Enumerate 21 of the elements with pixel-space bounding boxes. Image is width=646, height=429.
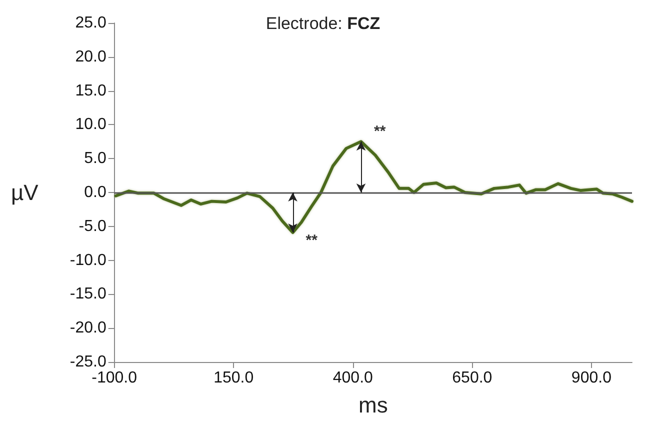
y-tick-label: 15.0 [75, 82, 106, 100]
annotation: ** [374, 123, 386, 140]
y-tick-label: -25.0 [70, 354, 106, 370]
chart-title: Electrode: FCZ [266, 14, 380, 33]
x-tick-label: -100.0 [92, 370, 138, 386]
y-tick-label: -15.0 [70, 286, 106, 303]
x-tick-label: 150.0 [214, 370, 254, 386]
x-axis-title: ms [358, 392, 388, 418]
x-tick-label: 650.0 [452, 370, 492, 386]
y-tick-label: -20.0 [70, 320, 106, 337]
y-tick-label: 20.0 [75, 48, 106, 66]
y-tick-label: -10.0 [70, 252, 106, 269]
y-tick-label: 25.0 [75, 14, 106, 32]
y-tick-label: 10.0 [75, 116, 106, 134]
y-tick-label: -5.0 [78, 218, 106, 235]
x-tick-label: 400.0 [332, 370, 374, 386]
y-tick-label: 0.0 [84, 184, 106, 201]
y-axis-title: µV [10, 180, 39, 205]
y-tick-label: 5.0 [84, 150, 106, 168]
x-tick-label: 900.0 [571, 370, 612, 386]
annotation: ** [306, 232, 318, 249]
